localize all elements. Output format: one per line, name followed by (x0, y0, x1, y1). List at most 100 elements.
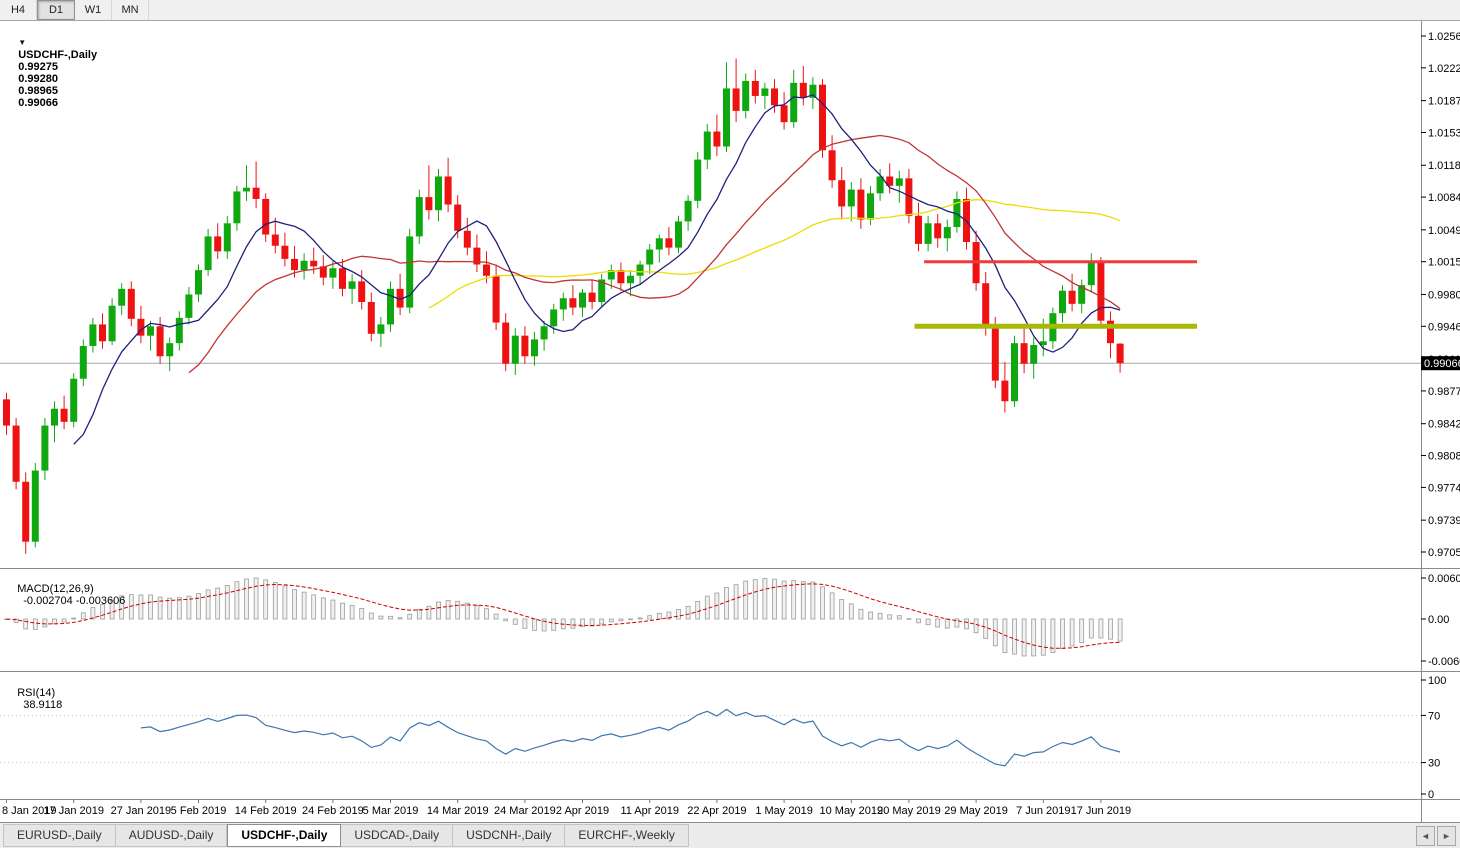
tab-scroll-left-icon[interactable]: ◄ (1416, 825, 1435, 846)
candle-body (243, 187, 250, 192)
tab-usdchf-daily[interactable]: USDCHF-,Daily (227, 824, 342, 847)
timeframe-button-h4[interactable]: H4 (0, 0, 37, 20)
macd-histogram-bar (71, 617, 77, 620)
tab-usdcnh-daily[interactable]: USDCNH-,Daily (453, 824, 566, 847)
macd-histogram-bar (138, 594, 144, 620)
macd-histogram-bar (484, 608, 489, 620)
macd-histogram-bar (503, 618, 509, 622)
macd-histogram-bar (580, 618, 585, 628)
macd-histogram-bar (292, 589, 297, 620)
macd-histogram-bar (848, 603, 854, 620)
candle-body (1020, 343, 1028, 364)
macd-histogram-bar (1050, 618, 1056, 653)
rsi-indicator-label: RSI(14) 38.9118 (5, 675, 62, 723)
candle-body (99, 324, 106, 342)
macd-histogram-bar (628, 618, 633, 621)
macd-histogram-bar (752, 579, 758, 620)
macd-histogram-bar (608, 618, 614, 623)
candle-body (137, 318, 145, 336)
rsi-name: RSI(14) (17, 687, 56, 699)
macd-histogram-bar (263, 579, 269, 620)
candle-body (751, 80, 759, 96)
macd-histogram-bar (637, 617, 643, 620)
chart-dropdown-icon[interactable]: ▼ (18, 38, 27, 47)
candle-body (694, 159, 702, 201)
macd-histogram-bar (455, 600, 461, 620)
macd-histogram-bar (474, 605, 480, 620)
macd-histogram-bar (676, 609, 681, 620)
svg-text:70: 70 (1428, 710, 1440, 722)
macd-pane (4, 577, 1123, 657)
candle-body (12, 425, 20, 482)
candle-body (1068, 290, 1076, 304)
candle-body (617, 270, 625, 284)
candle-body (838, 180, 846, 207)
price-pane (0, 58, 1421, 554)
candle-body (425, 197, 433, 211)
macd-histogram-bar (1031, 618, 1037, 657)
macd-histogram-bar (733, 584, 739, 620)
svg-text:1.02560: 1.02560 (1428, 31, 1460, 43)
macd-histogram-bar (1069, 618, 1075, 647)
timeframe-button-d1[interactable]: D1 (37, 0, 75, 20)
candle-body (415, 197, 423, 237)
tab-audusd-daily[interactable]: AUDUSD-,Daily (115, 824, 228, 847)
macd-histogram-bar (551, 618, 557, 631)
candle-body (377, 324, 385, 334)
svg-text:30: 30 (1428, 758, 1440, 770)
date-label: 29 May 2019 (944, 805, 1008, 817)
candle-body (387, 288, 394, 325)
candle-body (867, 193, 874, 220)
candle-body (147, 326, 154, 336)
candle-body (809, 84, 817, 98)
date-label: 24 Feb 2019 (302, 805, 364, 817)
macd-histogram-bar (148, 594, 153, 620)
tab-eurchf-weekly[interactable]: EURCHF-,Weekly (565, 824, 689, 847)
date-label: 17 Jun 2019 (1071, 805, 1132, 817)
macd-histogram-bar (954, 618, 960, 628)
macd-histogram-bar (215, 587, 221, 620)
price-axis[interactable]: 1.02560 1.02220 1.01870 1.01530 1.01180 1.008… (1421, 31, 1460, 801)
date-label: 1 May 2019 (755, 805, 812, 817)
candle-body (1116, 343, 1124, 364)
candle-body (943, 227, 951, 239)
candle-body (723, 88, 730, 147)
macd-histogram-bar (320, 597, 326, 620)
current-price-marker (1421, 356, 1460, 371)
candle-body (819, 84, 826, 151)
macd-histogram-bar (32, 618, 38, 630)
candle-body (780, 105, 788, 123)
macd-name: MACD(12,26,9) (17, 583, 94, 595)
candle-body (271, 234, 279, 246)
macd-histogram-bar (100, 604, 105, 620)
candle-body (675, 221, 682, 248)
current-price-text: 0.99066 (1424, 358, 1460, 370)
macd-histogram-bar (52, 618, 57, 625)
macd-histogram-bar (964, 618, 969, 630)
candle-body (511, 335, 519, 364)
macd-histogram-bar (666, 611, 672, 620)
tab-usdcad-daily[interactable]: USDCAD-,Daily (341, 824, 454, 847)
macd-histogram-bar (436, 601, 441, 620)
candle-body (550, 309, 558, 327)
candle-body (1030, 345, 1038, 364)
mid-ma-line (188, 134, 1121, 374)
tab-eurusd-daily[interactable]: EURUSD-,Daily (3, 824, 116, 847)
date-label: 14 Feb 2019 (235, 805, 297, 817)
macd-histogram-bar (1079, 618, 1085, 643)
candle-body (627, 275, 634, 284)
tab-scroll-right-icon[interactable]: ► (1437, 825, 1456, 846)
svg-text:0: 0 (1428, 789, 1434, 801)
date-label: 8 Jan 2019 (2, 805, 56, 817)
candle-body (559, 298, 567, 310)
timeframe-button-mn[interactable]: MN (112, 0, 149, 20)
macd-histogram-bar (781, 580, 787, 620)
quote-open: 0.99275 (18, 61, 58, 73)
candle-body (636, 264, 644, 276)
fast-ma-line (73, 94, 1121, 445)
timeframe-button-w1[interactable]: W1 (75, 0, 112, 20)
